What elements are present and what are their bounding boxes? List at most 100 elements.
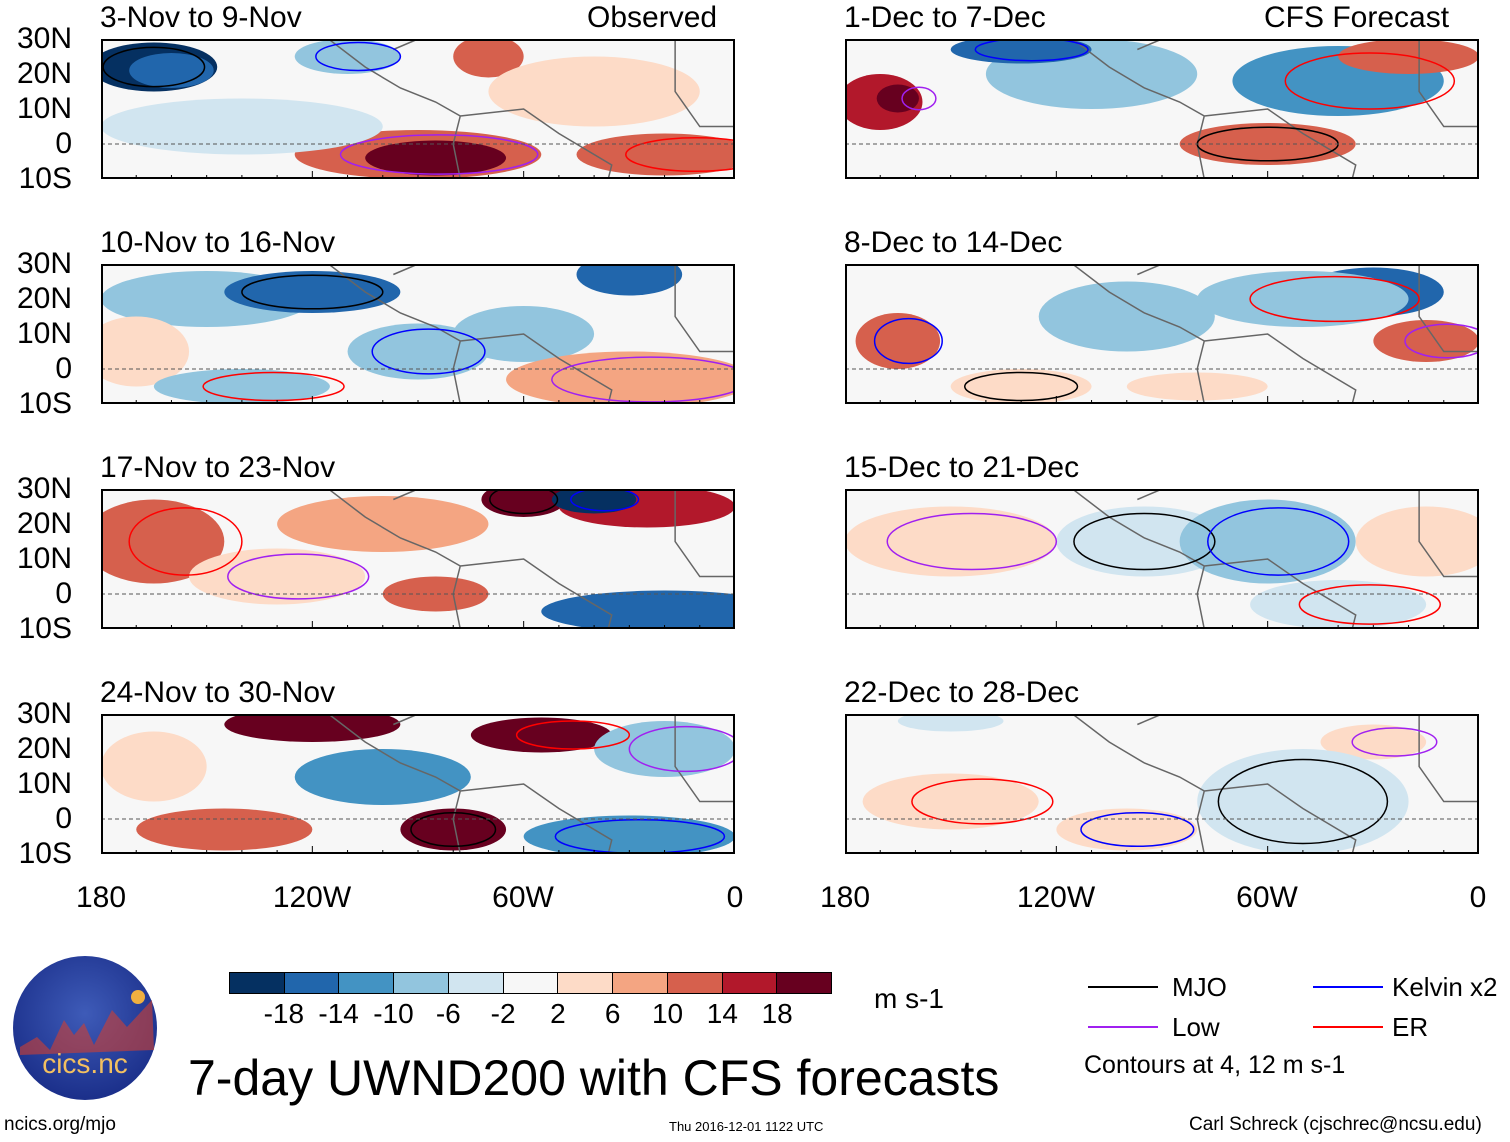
colorbar-tick-label: -2 bbox=[490, 998, 516, 1029]
map-panel bbox=[101, 39, 735, 179]
wave-contour bbox=[339, 134, 539, 175]
anomaly-region bbox=[862, 773, 1039, 830]
wave-contour bbox=[1217, 758, 1389, 845]
footer-timestamp: Thu 2016-12-01 1122 UTC bbox=[669, 1119, 824, 1134]
panel-title: 3-Nov to 9-Nov bbox=[100, 1, 302, 34]
lon-label-right: 0 bbox=[1469, 881, 1487, 914]
wave-contour bbox=[901, 86, 937, 111]
anomaly-region bbox=[1126, 372, 1268, 401]
colorbar-swatch bbox=[502, 973, 558, 993]
wave-contour bbox=[974, 39, 1089, 62]
colorbar-swatch bbox=[721, 973, 777, 993]
lon-label-right: 120W bbox=[1016, 881, 1096, 914]
lat-label: 20N bbox=[16, 57, 72, 90]
lat-label: 20N bbox=[16, 732, 72, 765]
anomaly-region bbox=[1197, 749, 1409, 854]
lat-label: 10N bbox=[16, 317, 72, 350]
observed-label: Observed bbox=[587, 1, 718, 34]
wave-contour bbox=[1284, 52, 1456, 110]
colorbar-swatch bbox=[393, 973, 448, 993]
colorbar-swatch bbox=[557, 973, 613, 993]
anomaly-region bbox=[845, 506, 1057, 577]
map-panel bbox=[101, 489, 735, 629]
contour-note: Contours at 4, 12 m s-1 bbox=[1084, 1051, 1346, 1079]
colorbar-tick-label: 18 bbox=[761, 998, 793, 1029]
colorbar-units: m s-1 bbox=[874, 983, 944, 1014]
colorbar-swatch bbox=[776, 973, 832, 993]
map-panel bbox=[845, 39, 1479, 179]
wave-contour bbox=[1207, 507, 1350, 576]
lon-label-left: 60W bbox=[492, 881, 554, 914]
cics-logo: cics.nc bbox=[13, 956, 157, 1100]
lat-label: 10S bbox=[18, 387, 72, 420]
anomaly-region bbox=[129, 53, 214, 88]
anomaly-region bbox=[294, 749, 471, 805]
lat-label: 0 bbox=[55, 577, 72, 610]
anomaly-region bbox=[382, 576, 489, 612]
colorbar bbox=[229, 972, 832, 994]
anomaly-region bbox=[1197, 271, 1409, 327]
panel-title: 24-Nov to 30-Nov bbox=[100, 676, 336, 709]
colorbar-tick-label: 2 bbox=[550, 998, 566, 1029]
wave-contour bbox=[227, 553, 370, 600]
coastline bbox=[1071, 489, 1479, 629]
coastline bbox=[1071, 39, 1479, 179]
wave-contour bbox=[202, 371, 345, 402]
anomaly-region bbox=[453, 39, 524, 78]
wave-contour bbox=[1080, 811, 1195, 848]
colorbar-swatch bbox=[666, 973, 722, 993]
lat-label: 20N bbox=[16, 507, 72, 540]
colorbar-tick-label: -18 bbox=[263, 998, 305, 1029]
wave-contour bbox=[128, 507, 243, 576]
colorbar-tick-label: 6 bbox=[604, 998, 621, 1029]
anomaly-region bbox=[897, 714, 1004, 732]
lat-label: 30N bbox=[16, 247, 72, 280]
wave-contour bbox=[551, 356, 735, 403]
lon-label-left: 120W bbox=[272, 881, 352, 914]
coastline bbox=[327, 264, 735, 404]
coastline bbox=[1071, 714, 1479, 854]
anomaly-region bbox=[224, 271, 401, 313]
lat-label: 10N bbox=[16, 542, 72, 575]
legend-label-low: Low bbox=[1172, 1012, 1220, 1042]
anomaly-region bbox=[1038, 281, 1215, 352]
legend-line-mjo bbox=[1088, 986, 1158, 988]
colorbar-tick-label: -14 bbox=[318, 998, 359, 1029]
wave-contour bbox=[489, 489, 559, 515]
anomaly-region bbox=[950, 369, 1092, 404]
anomaly-region bbox=[101, 98, 383, 155]
wave-contour bbox=[625, 136, 735, 173]
wave-contour bbox=[241, 274, 384, 310]
lat-label: 10S bbox=[18, 612, 72, 645]
wave-contour bbox=[410, 811, 497, 848]
wave-contour bbox=[371, 328, 486, 375]
panel-title: 10-Nov to 16-Nov bbox=[100, 226, 336, 259]
panel-title: 17-Nov to 23-Nov bbox=[100, 451, 336, 484]
anomaly-region bbox=[400, 808, 507, 851]
colorbar-swatch bbox=[283, 973, 339, 993]
legend-line-low bbox=[1088, 1026, 1158, 1028]
colorbar-tick-label: 14 bbox=[706, 998, 738, 1029]
map-panel bbox=[845, 264, 1479, 404]
anomaly-region bbox=[101, 731, 207, 802]
footer-credit: Carl Schreck (cjschrec@ncsu.edu) bbox=[1189, 1114, 1482, 1135]
map-panel bbox=[101, 264, 735, 404]
anomaly-region bbox=[294, 39, 401, 74]
colorbar-swatch bbox=[447, 973, 503, 993]
wave-contour bbox=[570, 489, 640, 512]
logo-text: cics.nc bbox=[42, 1048, 128, 1079]
wave-contour bbox=[315, 41, 402, 72]
main-title: 7-day UWND200 with CFS forecasts bbox=[188, 1050, 1000, 1106]
cfs-forecast-label: CFS Forecast bbox=[1264, 1, 1450, 34]
anomaly-region bbox=[189, 548, 366, 605]
colorbar-tick-label: -10 bbox=[373, 998, 414, 1029]
lat-label: 30N bbox=[16, 697, 72, 730]
map-panel bbox=[845, 714, 1479, 854]
panel-title: 22-Dec to 28-Dec bbox=[844, 676, 1080, 709]
footer-url[interactable]: ncics.org/mjo bbox=[4, 1114, 116, 1135]
wave-contour bbox=[911, 778, 1054, 825]
lat-label: 0 bbox=[55, 127, 72, 160]
anomaly-region bbox=[470, 717, 612, 753]
legend-line-kelvin bbox=[1313, 986, 1383, 988]
colorbar-tick-label: 10 bbox=[651, 998, 684, 1029]
